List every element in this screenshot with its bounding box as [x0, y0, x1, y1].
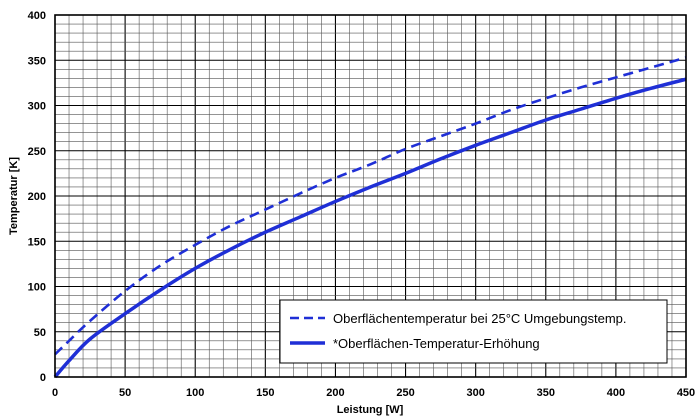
y-tick-label: 200 — [28, 191, 46, 203]
y-tick-label: 350 — [28, 55, 46, 67]
x-tick-label: 0 — [52, 387, 58, 399]
x-axis-title: Leistung [W] — [337, 404, 404, 416]
x-tick-label: 300 — [466, 387, 484, 399]
x-tick-label: 50 — [119, 387, 131, 399]
y-axis-ticks: 0 50 100 150 200 250 300 350 400 — [28, 10, 46, 384]
x-tick-label: 350 — [537, 387, 555, 399]
x-tick-label: 250 — [396, 387, 414, 399]
x-tick-label: 400 — [607, 387, 625, 399]
x-tick-label: 150 — [256, 387, 274, 399]
x-tick-label: 450 — [677, 387, 695, 399]
x-tick-label: 200 — [326, 387, 344, 399]
legend-label-temperature-increase: *Oberflächen-Temperatur-Erhöhung — [333, 336, 540, 351]
legend-label-surface-temperature: Oberflächentemperatur bei 25°C Umgebungs… — [333, 311, 627, 326]
y-tick-label: 0 — [40, 372, 46, 384]
y-tick-label: 100 — [28, 282, 46, 294]
y-tick-label: 50 — [34, 327, 46, 339]
legend-box — [280, 300, 667, 363]
y-axis-title: Temperatur [K] — [8, 157, 20, 235]
y-tick-label: 150 — [28, 236, 46, 248]
y-tick-label: 300 — [28, 101, 46, 113]
y-tick-label: 400 — [28, 10, 46, 22]
y-tick-label: 250 — [28, 146, 46, 158]
x-tick-label: 100 — [186, 387, 204, 399]
x-axis-ticks: 0 50 100 150 200 250 300 350 400 450 — [52, 387, 695, 399]
legend: Oberflächentemperatur bei 25°C Umgebungs… — [280, 300, 667, 363]
